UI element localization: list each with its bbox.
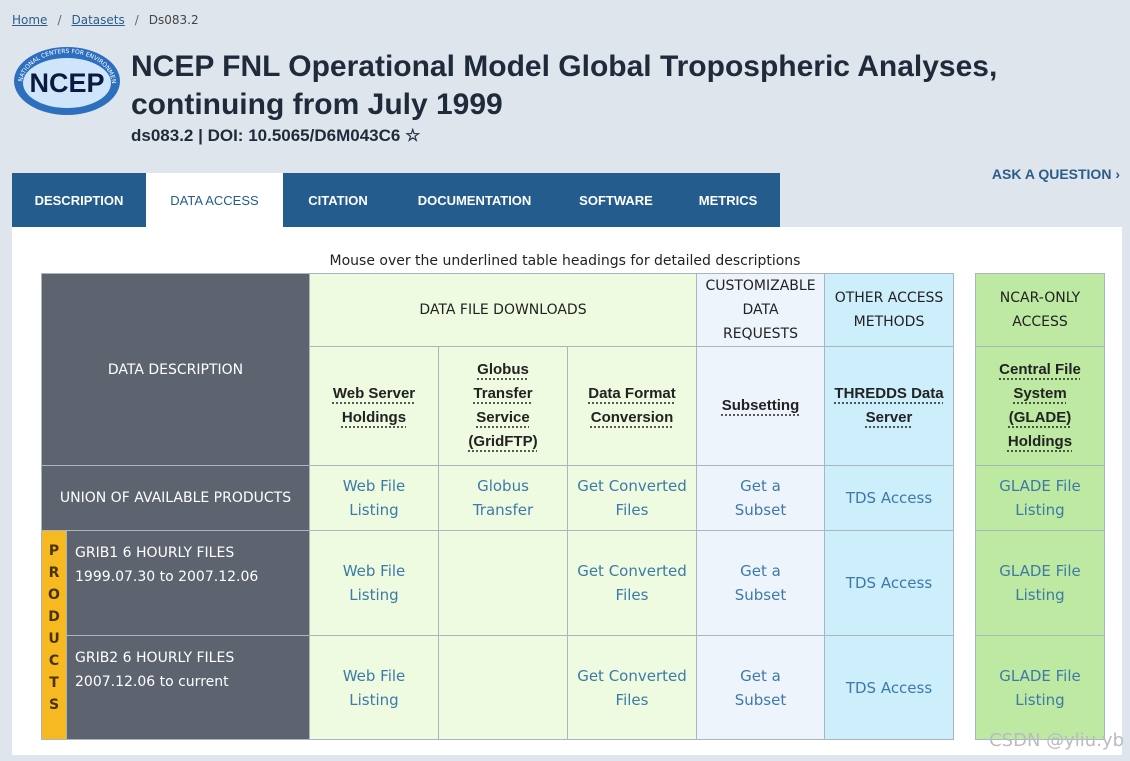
ask-question[interactable]: ASK A QUESTION › (991, 166, 1120, 182)
link-cell[interactable]: Web File Listing (309, 635, 439, 740)
header-cell: CUSTOMIZABLE DATA REQUESTS (696, 273, 825, 347)
access-table: DATA DESCRIPTION DATA FILE DOWNLOADS CUS… (41, 273, 1105, 740)
title-line: continuing from July 1999 (131, 88, 503, 121)
group-strip: PRODUCTS (41, 530, 67, 740)
tab-bar: DESCRIPTION DATA ACCESS CITATION DOCUMEN… (12, 173, 780, 227)
logo-center (23, 58, 111, 108)
subheader-cell: Subsetting (696, 346, 825, 466)
subheader-text[interactable]: Data Format Conversion (588, 385, 676, 426)
link-cell[interactable]: Get Converted Files (567, 530, 697, 636)
subheader-cell: THREDDS Data Server (824, 346, 954, 466)
breadcrumb-link[interactable]: Datasets (71, 13, 125, 27)
breadcrumb-current: Ds083.2 (148, 13, 199, 27)
empty-cell (438, 635, 568, 740)
tab-active[interactable]: DATA ACCESS (146, 173, 283, 227)
subheader-text[interactable]: Subsetting (721, 397, 800, 414)
link-cell[interactable]: GLADE File Listing (975, 465, 1105, 531)
row-description: GRIB2 6 HOURLY FILES 2007.12.06 to curre… (66, 635, 310, 740)
subheader-cell: Central File System (GLADE) Holdings (975, 346, 1105, 466)
subheader-text[interactable]: Central File System (GLADE) Holdings (999, 361, 1081, 450)
link-cell[interactable]: Web File Listing (309, 465, 439, 531)
title-line: NCEP FNL Operational Model Global Tropos… (131, 50, 998, 83)
header-cell: OTHER ACCESS METHODS (824, 273, 954, 347)
link-cell[interactable]: Get a Subset (696, 465, 825, 531)
title: NCEP FNL Operational Model Global Tropos… (131, 48, 997, 124)
link-cell[interactable]: Get a Subset (696, 530, 825, 636)
subheader-cell: Web Server Holdings (309, 346, 439, 466)
note: Mouse over the underlined table headings… (329, 253, 801, 269)
subtitle: ds083.2 | DOI: 10.5065/D6M043C6 ☆ (131, 126, 420, 146)
link-cell[interactable]: GLADE File Listing (975, 530, 1105, 636)
subheader-cell: Data Format Conversion (567, 346, 697, 466)
tab[interactable]: METRICS (698, 192, 758, 208)
logo: NATIONAL CENTERS FOR ENVIRONMENTAL PREDI… (12, 45, 120, 115)
separator: / (57, 13, 62, 27)
header-cell: DATA DESCRIPTION (41, 273, 310, 466)
link-cell[interactable]: TDS Access (824, 635, 954, 740)
link-cell[interactable]: Get a Subset (696, 635, 825, 740)
breadcrumb: Home / Datasets / Ds083.2 (12, 13, 199, 27)
header-cell: DATA FILE DOWNLOADS (309, 273, 697, 347)
subheader-cell: Globus Transfer Service (GridFTP) (438, 346, 568, 466)
row-description: GRIB1 6 HOURLY FILES 1999.07.30 to 2007.… (66, 530, 310, 636)
link-cell[interactable]: Globus Transfer (438, 465, 568, 531)
tab[interactable]: DESCRIPTION (34, 192, 124, 208)
row-description: UNION OF AVAILABLE PRODUCTS (41, 465, 310, 531)
logo-text: NCEP (29, 68, 104, 98)
link-cell[interactable]: TDS Access (824, 530, 954, 636)
empty-cell (438, 530, 568, 636)
ask-label[interactable]: ASK A QUESTION (991, 166, 1112, 182)
subheader-text[interactable]: Globus Transfer Service (GridFTP) (468, 361, 538, 450)
header-cell: NCAR-ONLY ACCESS (975, 273, 1105, 347)
separator: / (134, 13, 139, 27)
group-label: PRODUCTS (46, 543, 62, 719)
link-cell[interactable]: Get Converted Files (567, 635, 697, 740)
doi: ds083.2 | DOI: 10.5065/D6M043C6 (131, 126, 401, 145)
breadcrumb-link[interactable]: Home (12, 13, 48, 27)
subheader-text[interactable]: THREDDS Data Server (834, 385, 944, 426)
link-cell[interactable]: GLADE File Listing (975, 635, 1105, 740)
spacer (953, 273, 976, 740)
watermark: CSDN @yliu.yb (989, 730, 1124, 751)
tab[interactable]: DOCUMENTATION (417, 192, 532, 208)
link-cell[interactable]: Get Converted Files (567, 465, 697, 531)
link-cell[interactable]: Web File Listing (309, 530, 439, 636)
subheader-text[interactable]: Web Server Holdings (332, 385, 416, 426)
tab[interactable]: CITATION (308, 192, 368, 208)
favorite-star[interactable]: ☆ (405, 126, 421, 145)
link-cell[interactable]: TDS Access (824, 465, 954, 531)
tab[interactable]: SOFTWARE (579, 192, 653, 208)
